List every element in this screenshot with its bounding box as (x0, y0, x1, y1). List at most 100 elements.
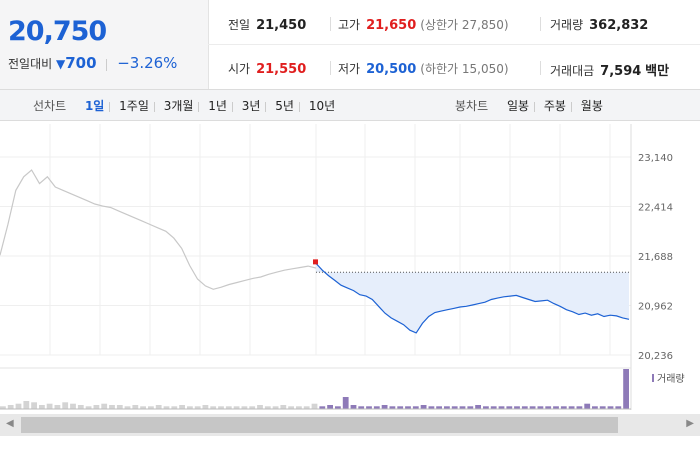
change-value: 700 (65, 54, 97, 72)
amount-value: 7,594 (600, 64, 642, 79)
volume-bar (62, 402, 69, 409)
divider (330, 61, 331, 75)
volume-bar (233, 406, 240, 409)
volume-bar (264, 406, 271, 409)
volume-bar (335, 406, 341, 409)
divider (198, 101, 200, 112)
volume-bar (615, 406, 622, 409)
prev-close-value: 21,450 (256, 18, 307, 33)
low-price: 저가 20,500 (하한가 15,050) (338, 60, 509, 77)
volume-bar (23, 401, 30, 409)
volume-bar (514, 406, 520, 409)
volume-bar (101, 403, 108, 409)
volume-bar (179, 405, 185, 409)
line-chart-periods: 선차트 1일 1주일 3개월 1년 3년 5년 10년 (33, 97, 340, 114)
volume-bar (428, 406, 435, 409)
volume-bar (15, 403, 22, 409)
divider (208, 44, 700, 45)
session-start-marker (313, 259, 318, 265)
volume-bar (373, 406, 380, 409)
down-arrow-icon: ▼ (56, 57, 66, 71)
volume-bar (451, 406, 458, 409)
scroll-thumb[interactable] (21, 417, 618, 433)
volume-bar (553, 406, 559, 409)
period-3y[interactable]: 3년 (241, 99, 261, 113)
volume-bar (366, 406, 372, 409)
volume-bar (77, 405, 84, 409)
volume-bar (257, 405, 263, 409)
divider (298, 101, 300, 112)
divider (106, 58, 108, 71)
price-chart: 23,140 22,414 21,688 20,962 20,236 거래량 (0, 124, 685, 410)
volume-bar (475, 405, 481, 409)
volume-bar (623, 369, 629, 409)
volume-bar (498, 406, 505, 409)
scroll-right-icon[interactable]: ▶ (686, 418, 694, 429)
divider (153, 101, 155, 112)
candle-monthly[interactable]: 월봉 (580, 99, 603, 113)
open-value: 21,550 (256, 62, 307, 77)
volume-bar (272, 406, 279, 409)
volume-bar (85, 406, 92, 409)
candle-daily[interactable]: 일봉 (506, 99, 530, 113)
low-value: 20,500 (366, 62, 417, 77)
volume-bar (241, 406, 248, 409)
volume-bar (109, 405, 115, 409)
divider (330, 17, 331, 31)
volume-bar (483, 406, 489, 409)
low-label: 저가 (338, 62, 361, 76)
today-price-line (315, 262, 630, 334)
line-chart-title: 선차트 (33, 99, 67, 113)
trade-amount: 거래대금 7,594 백만 (550, 60, 669, 79)
volume-bar (225, 406, 232, 409)
volume-bar (529, 406, 536, 409)
volume: 거래량 362,832 (550, 16, 648, 33)
volume-bar (592, 406, 598, 409)
divider (570, 101, 572, 112)
volume-bar (210, 406, 217, 409)
volume-bar (467, 406, 474, 409)
open-label: 시가 (228, 62, 251, 76)
upper-limit: (상한가 27,850) (420, 18, 509, 32)
y-tick-label: 20,962 (638, 302, 673, 313)
previous-session-line (0, 169, 317, 290)
volume-bar (350, 405, 357, 409)
volume-bar (116, 405, 123, 409)
volume-bar (412, 406, 419, 409)
volume-bar (39, 405, 45, 409)
volume-bar (576, 406, 583, 409)
volume-bar (93, 405, 100, 409)
candle-weekly[interactable]: 주봉 (543, 99, 566, 113)
volume-bar (163, 406, 170, 409)
y-tick-label: 22,414 (638, 203, 673, 214)
amount-label: 거래대금 (550, 64, 595, 78)
volume-bar (420, 405, 427, 409)
period-1w[interactable]: 1주일 (119, 99, 149, 113)
high-value: 21,650 (366, 18, 417, 33)
volume-bar (303, 406, 310, 409)
volume-bar (187, 406, 193, 409)
chart-toolbar: 선차트 1일 1주일 3개월 1년 3년 5년 10년 봉차트 일봉 주봉 월봉 (0, 89, 700, 121)
volume-value: 362,832 (589, 18, 649, 33)
change-percent: −3.26% (117, 54, 178, 72)
volume-bar (0, 406, 6, 409)
volume-bar (296, 406, 302, 409)
volume-bar (521, 406, 528, 409)
volume-bar (7, 405, 14, 409)
period-10y[interactable]: 10년 (308, 99, 336, 113)
volume-bar (319, 406, 326, 409)
period-1d[interactable]: 1일 (84, 99, 105, 113)
period-5y[interactable]: 5년 (275, 99, 294, 113)
period-3m[interactable]: 3개월 (163, 99, 194, 113)
scroll-left-icon[interactable]: ◀ (6, 418, 14, 429)
period-1y[interactable]: 1년 (208, 99, 227, 113)
prev-close: 전일 21,450 (228, 16, 306, 33)
open-price: 시가 21,550 (228, 60, 306, 77)
volume-bar (132, 405, 139, 409)
volume-bar (545, 406, 552, 409)
volume-bar (288, 406, 294, 409)
volume-bar (459, 406, 466, 409)
quote-header: 20,750 전일대비 ▼700 −3.26% 전일 21,450 고가 21,65… (0, 0, 700, 89)
volume-bar (46, 403, 53, 409)
chart-scrollbar[interactable]: ◀ ▶ (0, 414, 700, 436)
